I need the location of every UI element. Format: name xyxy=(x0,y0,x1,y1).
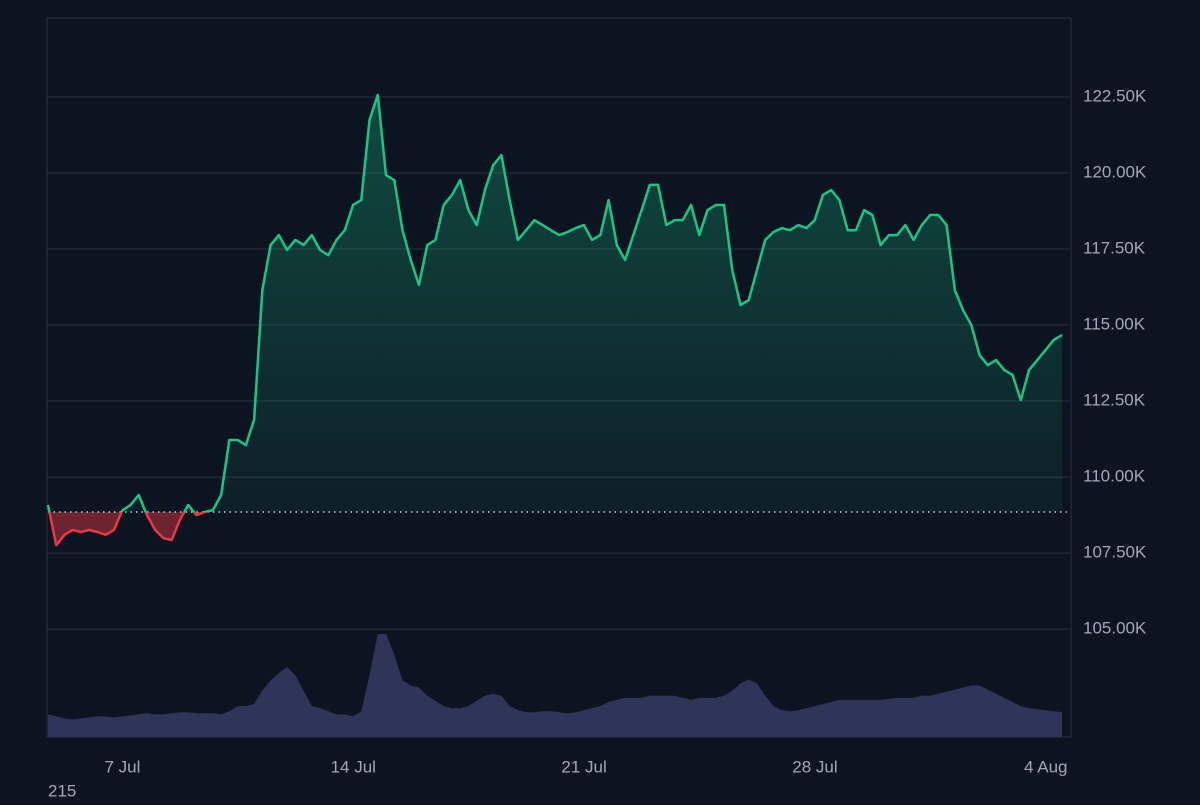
y-tick-label: 112.50K xyxy=(1083,391,1146,410)
y-tick-label: 110.00K xyxy=(1083,467,1146,486)
volume-area xyxy=(48,634,1062,737)
y-tick-label: 107.50K xyxy=(1083,543,1147,562)
y-tick-label: 105.00K xyxy=(1083,619,1147,638)
x-tick-label: 28 Jul xyxy=(792,757,837,776)
y-tick-label: 120.00K xyxy=(1083,163,1147,182)
x-tick-label: 14 Jul xyxy=(331,757,376,776)
x-tick-label: 4 Aug xyxy=(1024,757,1068,776)
footnote: 215 xyxy=(48,781,76,800)
y-tick-label: 122.50K xyxy=(1083,87,1147,106)
x-tick-label: 21 Jul xyxy=(561,757,606,776)
y-tick-label: 117.50K xyxy=(1083,239,1146,258)
price-line xyxy=(46,93,1063,547)
y-tick-label: 115.00K xyxy=(1083,315,1146,334)
price-area xyxy=(48,94,1062,546)
x-tick-label: 7 Jul xyxy=(104,757,140,776)
